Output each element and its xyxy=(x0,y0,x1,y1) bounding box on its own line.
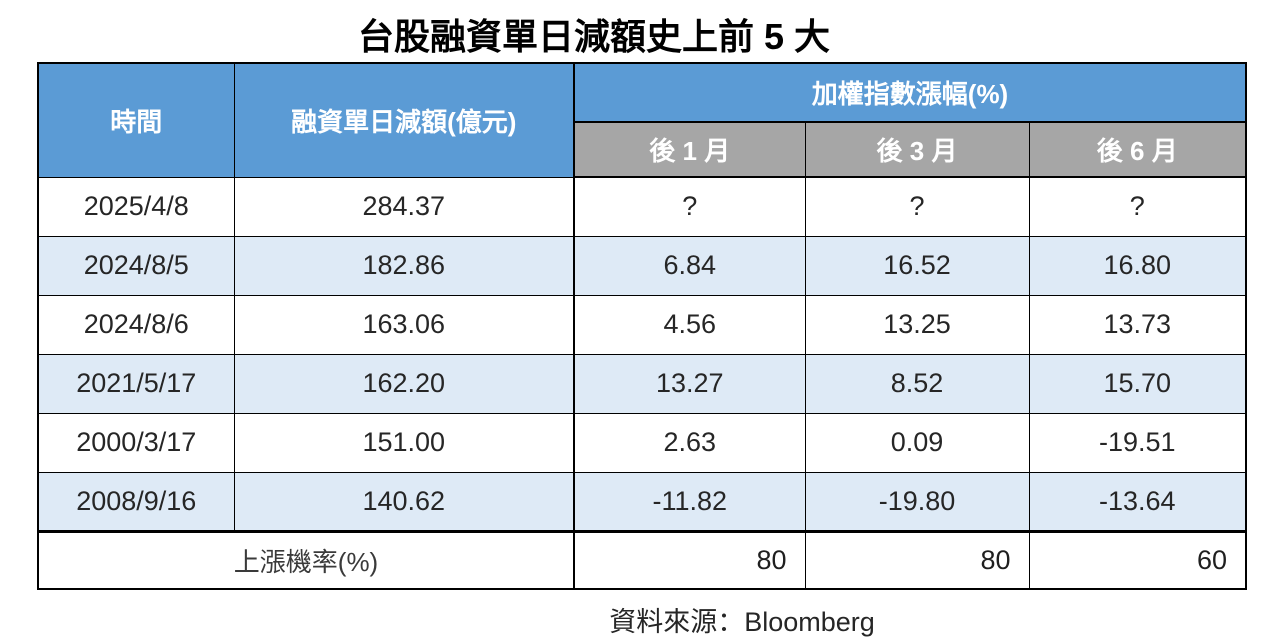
cell-reduction: 151.00 xyxy=(233,412,575,473)
cell-after-3m: -19.80 xyxy=(804,471,1030,532)
cell-reduction: 182.86 xyxy=(233,235,575,296)
cell-after-1m: 4.56 xyxy=(573,294,806,355)
table-row: 2008/9/16 140.62 -11.82 -19.80 -13.64 xyxy=(37,471,1247,532)
cell-after-6m: ? xyxy=(1028,176,1247,237)
cell-after-1m: ? xyxy=(573,176,806,237)
cell-date: 2008/9/16 xyxy=(37,471,235,532)
footer-row: 上漲機率(%) 80 80 60 xyxy=(37,529,1247,590)
cell-reduction: 140.62 xyxy=(233,471,575,532)
cell-reduction: 163.06 xyxy=(233,294,575,355)
cell-reduction: 162.20 xyxy=(233,353,575,414)
table-body: 2025/4/8 284.37 ? ? ? 2024/8/5 182.86 6.… xyxy=(37,176,1247,532)
footer-prob-6m: 60 xyxy=(1028,529,1247,590)
footer-label: 上漲機率(%) xyxy=(37,529,575,590)
cell-after-6m: -13.64 xyxy=(1028,471,1247,532)
cell-date: 2025/4/8 xyxy=(37,176,235,237)
cell-after-6m: -19.51 xyxy=(1028,412,1247,473)
header-after-3-months: 後 3 月 xyxy=(804,121,1030,178)
header-reduction: 融資單日減額(億元) xyxy=(233,62,575,178)
header-index-gain-group: 加權指數漲幅(%) xyxy=(572,62,1247,123)
cell-after-1m: 2.63 xyxy=(573,412,806,473)
table-row: 2000/3/17 151.00 2.63 0.09 -19.51 xyxy=(37,412,1247,473)
cell-date: 2024/8/5 xyxy=(37,235,235,296)
cell-after-6m: 15.70 xyxy=(1028,353,1247,414)
header-row-sub: 後 1 月 後 3 月 後 6 月 xyxy=(38,121,1247,178)
cell-after-3m: 0.09 xyxy=(804,412,1030,473)
header-after-1-month: 後 1 月 xyxy=(573,121,806,178)
table-header: 時間 融資單日減額(億元) 加權指數漲幅(%) 後 1 月 後 3 月 後 6 … xyxy=(37,62,1247,178)
table-footer: 上漲機率(%) 80 80 60 xyxy=(37,529,1247,590)
cell-after-3m: 8.52 xyxy=(804,353,1030,414)
cell-after-1m: 13.27 xyxy=(573,353,806,414)
source-note: 資料來源：Bloomberg xyxy=(609,607,875,637)
header-row-main: 時間 融資單日減額(億元) 加權指數漲幅(%) xyxy=(37,62,1247,178)
cell-after-3m: ? xyxy=(804,176,1030,237)
cell-after-1m: 6.84 xyxy=(573,235,806,296)
cell-date: 2024/8/6 xyxy=(37,294,235,355)
table-row: 2025/4/8 284.37 ? ? ? xyxy=(37,176,1247,237)
table-row: 2024/8/6 163.06 4.56 13.25 13.73 xyxy=(37,294,1247,355)
cell-after-3m: 16.52 xyxy=(804,235,1030,296)
header-after-6-months: 後 6 月 xyxy=(1028,121,1247,178)
cell-after-6m: 13.73 xyxy=(1028,294,1247,355)
cell-after-6m: 16.80 xyxy=(1028,235,1247,296)
cell-after-3m: 13.25 xyxy=(804,294,1030,355)
cell-date: 2000/3/17 xyxy=(37,412,235,473)
page-title: 台股融資單日減額史上前 5 大 xyxy=(357,16,831,57)
table-row: 2021/5/17 162.20 13.27 8.52 15.70 xyxy=(37,353,1247,414)
table-row: 2024/8/5 182.86 6.84 16.52 16.80 xyxy=(37,235,1247,296)
cell-after-1m: -11.82 xyxy=(573,471,806,532)
cell-reduction: 284.37 xyxy=(233,176,575,237)
margin-reduction-table: 時間 融資單日減額(億元) 加權指數漲幅(%) 後 1 月 後 3 月 後 6 … xyxy=(37,62,1248,590)
footer-prob-3m: 80 xyxy=(804,529,1030,590)
footer-prob-1m: 80 xyxy=(573,529,806,590)
cell-date: 2021/5/17 xyxy=(37,353,235,414)
header-time: 時間 xyxy=(37,62,235,178)
